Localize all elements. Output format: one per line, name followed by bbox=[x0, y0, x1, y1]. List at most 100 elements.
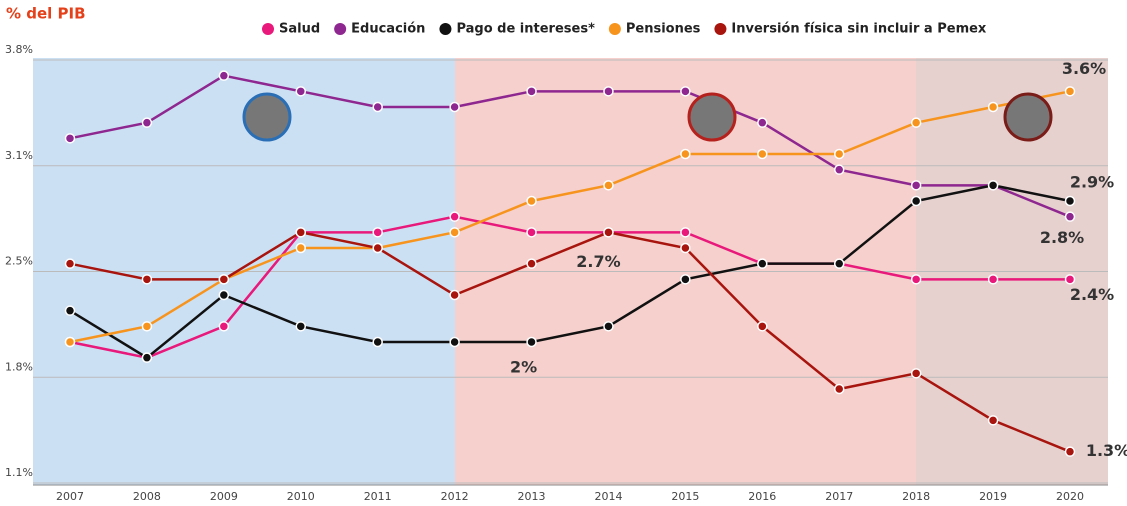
data-point bbox=[681, 87, 690, 96]
data-point bbox=[450, 212, 459, 221]
legend-label: Salud bbox=[279, 22, 320, 37]
x-tick-label: 2008 bbox=[133, 490, 161, 503]
legend-marker bbox=[609, 23, 621, 35]
data-point bbox=[527, 259, 536, 268]
x-tick-label: 2016 bbox=[748, 490, 776, 503]
legend-marker bbox=[439, 23, 451, 35]
portrait bbox=[244, 94, 290, 140]
x-tick-label: 2020 bbox=[1056, 490, 1084, 503]
x-tick-label: 2014 bbox=[594, 490, 622, 503]
legend-label: Pago de intereses* bbox=[456, 22, 595, 37]
data-point bbox=[604, 87, 613, 96]
legend-marker bbox=[262, 23, 274, 35]
data-point bbox=[912, 275, 921, 284]
data-point bbox=[450, 291, 459, 300]
data-point bbox=[989, 416, 998, 425]
data-point bbox=[604, 181, 613, 190]
data-point bbox=[66, 338, 75, 347]
y-tick-label: 1.1% bbox=[5, 466, 33, 479]
data-point bbox=[1066, 212, 1075, 221]
x-tick-label: 2018 bbox=[902, 490, 930, 503]
value-label: 2.4% bbox=[1070, 285, 1114, 304]
x-tick-label: 2019 bbox=[979, 490, 1007, 503]
data-point bbox=[527, 338, 536, 347]
data-point bbox=[66, 134, 75, 143]
value-label: 1.3% bbox=[1086, 441, 1127, 460]
y-tick-label: 2.5% bbox=[5, 255, 33, 268]
data-point bbox=[219, 291, 228, 300]
chart: % del PIB 1.1% 1.8% 2.5% 3.1% 3.8% 2007 2008 20… bbox=[0, 0, 1127, 506]
data-point bbox=[296, 87, 305, 96]
data-point bbox=[296, 244, 305, 253]
legend-label: Inversión física sin incluir a Pemex bbox=[731, 22, 987, 37]
data-point bbox=[527, 228, 536, 237]
data-point bbox=[835, 165, 844, 174]
value-label: 2.9% bbox=[1070, 173, 1114, 192]
x-tick-label: 2012 bbox=[441, 490, 469, 503]
data-point bbox=[66, 259, 75, 268]
value-label: 2.8% bbox=[1040, 228, 1084, 247]
data-point bbox=[912, 369, 921, 378]
data-point bbox=[219, 275, 228, 284]
data-point bbox=[1066, 275, 1075, 284]
data-point bbox=[373, 338, 382, 347]
data-point bbox=[681, 275, 690, 284]
data-point bbox=[450, 228, 459, 237]
x-tick-label: 2009 bbox=[210, 490, 238, 503]
data-point bbox=[373, 103, 382, 112]
data-point bbox=[989, 103, 998, 112]
y-tick-label: 3.1% bbox=[5, 149, 33, 162]
data-point bbox=[758, 150, 767, 159]
data-point bbox=[450, 103, 459, 112]
data-point bbox=[989, 275, 998, 284]
portrait bbox=[689, 94, 735, 140]
y-tick-label: 1.8% bbox=[5, 360, 33, 373]
data-point bbox=[142, 275, 151, 284]
data-point bbox=[681, 244, 690, 253]
value-label: 2% bbox=[510, 358, 537, 377]
data-point bbox=[1066, 87, 1075, 96]
x-tick-label: 2010 bbox=[287, 490, 315, 503]
data-point bbox=[219, 71, 228, 80]
data-point bbox=[912, 118, 921, 127]
data-point bbox=[681, 150, 690, 159]
data-point bbox=[527, 87, 536, 96]
data-point bbox=[527, 197, 536, 206]
data-point bbox=[989, 181, 998, 190]
data-point bbox=[219, 322, 228, 331]
data-point bbox=[912, 181, 921, 190]
data-point bbox=[758, 322, 767, 331]
data-point bbox=[758, 259, 767, 268]
y-axis-title: % del PIB bbox=[6, 5, 86, 23]
legend-label: Pensiones bbox=[626, 22, 701, 37]
data-point bbox=[373, 228, 382, 237]
data-point bbox=[604, 228, 613, 237]
x-tick-label: 2013 bbox=[518, 490, 546, 503]
data-point bbox=[835, 150, 844, 159]
data-point bbox=[758, 118, 767, 127]
data-point bbox=[66, 306, 75, 315]
value-label: 2.7% bbox=[576, 252, 620, 271]
data-point bbox=[373, 244, 382, 253]
x-tick-label: 2007 bbox=[56, 490, 84, 503]
data-point bbox=[296, 322, 305, 331]
data-point bbox=[604, 322, 613, 331]
data-point bbox=[835, 259, 844, 268]
legend-marker bbox=[714, 23, 726, 35]
data-point bbox=[835, 385, 844, 394]
data-point bbox=[1066, 447, 1075, 456]
x-tick-label: 2011 bbox=[364, 490, 392, 503]
data-point bbox=[142, 353, 151, 362]
y-tick-label: 3.8% bbox=[5, 43, 33, 56]
data-point bbox=[1066, 197, 1075, 206]
data-point bbox=[912, 197, 921, 206]
legend-label: Educación bbox=[351, 22, 425, 37]
x-tick-label: 2015 bbox=[671, 490, 699, 503]
value-label: 3.6% bbox=[1062, 59, 1106, 78]
data-point bbox=[296, 228, 305, 237]
data-point bbox=[142, 322, 151, 331]
data-point bbox=[450, 338, 459, 347]
data-point bbox=[142, 118, 151, 127]
legend-marker bbox=[334, 23, 346, 35]
portrait bbox=[1005, 94, 1051, 140]
